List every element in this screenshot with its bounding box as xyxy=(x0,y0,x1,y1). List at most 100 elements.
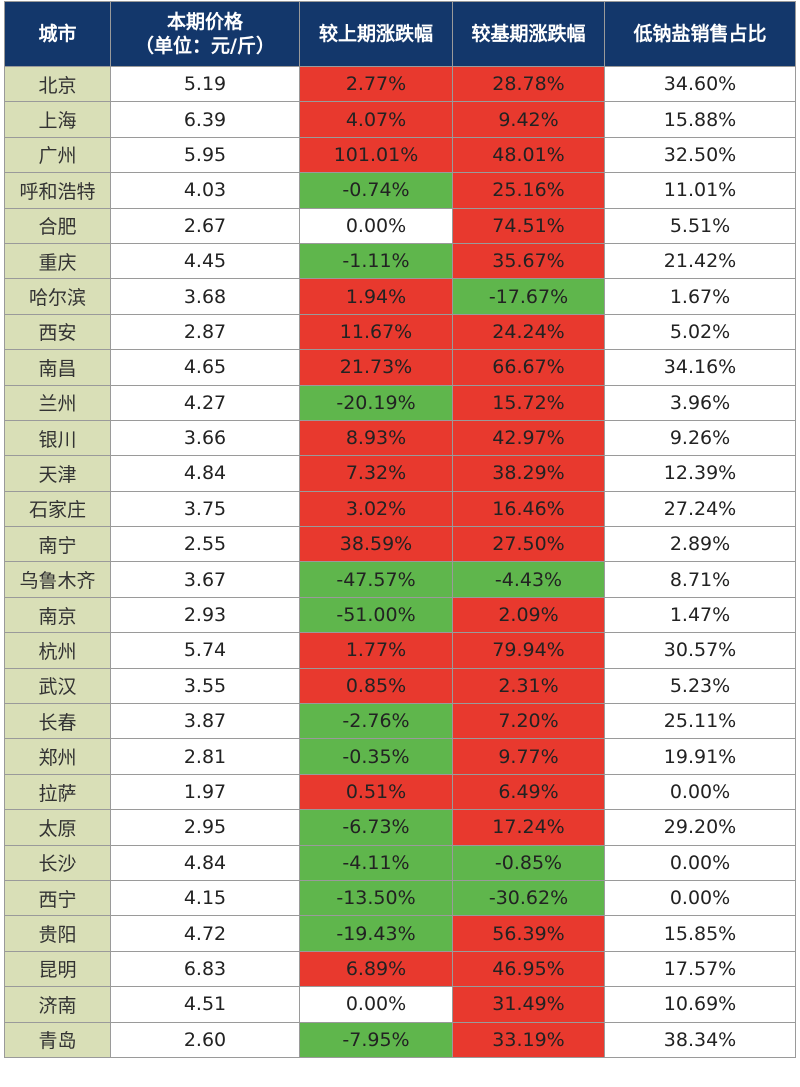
price-cell: 2.67 xyxy=(110,207,300,244)
prev-change-cell: -13.50% xyxy=(299,879,453,917)
header-city: 城市 xyxy=(4,1,111,67)
share-cell: 2.89% xyxy=(604,526,796,563)
share-cell: 25.11% xyxy=(604,703,796,740)
table-row: 兰州 4.27 -20.19% 15.72% 3.96% xyxy=(4,384,796,421)
prev-change-cell: 4.07% xyxy=(299,101,453,138)
prev-change-cell: -0.35% xyxy=(299,738,453,775)
base-change-cell: 25.16% xyxy=(452,172,605,209)
base-change-cell: 42.97% xyxy=(452,419,605,457)
share-cell: 0.00% xyxy=(604,773,796,811)
price-cell: 2.60 xyxy=(110,1021,300,1058)
prev-change-cell: 101.01% xyxy=(299,136,453,174)
table-row: 武汉 3.55 0.85% 2.31% 5.23% xyxy=(4,667,796,705)
table-row: 长沙 4.84 -4.11% -0.85% 0.00% xyxy=(4,844,796,881)
table-row: 拉萨 1.97 0.51% 6.49% 0.00% xyxy=(4,773,796,811)
prev-change-cell: 3.02% xyxy=(299,490,453,528)
prev-change-cell: 6.89% xyxy=(299,950,453,988)
base-change-cell: 33.19% xyxy=(452,1021,605,1058)
prev-change-cell: -47.57% xyxy=(299,561,453,598)
prev-change-cell: -20.19% xyxy=(299,384,453,421)
share-cell: 32.50% xyxy=(604,136,796,174)
share-cell: 11.01% xyxy=(604,172,796,209)
base-change-cell: -4.43% xyxy=(452,561,605,598)
city-cell: 兰州 xyxy=(4,384,111,421)
share-cell: 5.51% xyxy=(604,207,796,244)
prev-change-cell: -51.00% xyxy=(299,596,453,634)
prev-change-cell: -19.43% xyxy=(299,915,453,952)
prev-change-cell: -2.76% xyxy=(299,703,453,740)
base-change-cell: 35.67% xyxy=(452,242,605,280)
table-row: 合肥 2.67 0.00% 74.51% 5.51% xyxy=(4,207,796,244)
base-change-cell: 2.09% xyxy=(452,596,605,634)
base-change-cell: -17.67% xyxy=(452,278,605,315)
prev-change-cell: 0.00% xyxy=(299,207,453,244)
base-change-cell: 48.01% xyxy=(452,136,605,174)
city-cell: 长沙 xyxy=(4,844,111,881)
share-cell: 34.16% xyxy=(604,349,796,386)
table-row: 杭州 5.74 1.77% 79.94% 30.57% xyxy=(4,632,796,669)
header-prev-change: 较上期涨跌幅 xyxy=(299,1,453,67)
price-cell: 4.84 xyxy=(110,455,300,492)
base-change-cell: 27.50% xyxy=(452,526,605,563)
table-row: 太原 2.95 -6.73% 17.24% 29.20% xyxy=(4,809,796,846)
base-change-cell: 9.77% xyxy=(452,738,605,775)
base-change-cell: 15.72% xyxy=(452,384,605,421)
city-cell: 青岛 xyxy=(4,1021,111,1058)
table-row: 重庆 4.45 -1.11% 35.67% 21.42% xyxy=(4,242,796,280)
prev-change-cell: -6.73% xyxy=(299,809,453,846)
base-change-cell: 16.46% xyxy=(452,490,605,528)
base-change-cell: 2.31% xyxy=(452,667,605,705)
city-cell: 石家庄 xyxy=(4,490,111,528)
city-cell: 昆明 xyxy=(4,950,111,988)
table-row: 上海 6.39 4.07% 9.42% 15.88% xyxy=(4,101,796,138)
prev-change-cell: 0.00% xyxy=(299,986,453,1023)
base-change-cell: 9.42% xyxy=(452,101,605,138)
share-cell: 19.91% xyxy=(604,738,796,775)
city-cell: 合肥 xyxy=(4,207,111,244)
share-cell: 27.24% xyxy=(604,490,796,528)
share-cell: 8.71% xyxy=(604,561,796,598)
share-cell: 12.39% xyxy=(604,455,796,492)
share-cell: 34.60% xyxy=(604,65,796,103)
city-cell: 西安 xyxy=(4,313,111,351)
table-row: 哈尔滨 3.68 1.94% -17.67% 1.67% xyxy=(4,278,796,315)
share-cell: 15.85% xyxy=(604,915,796,952)
prev-change-cell: 7.32% xyxy=(299,455,453,492)
price-cell: 5.95 xyxy=(110,136,300,174)
price-cell: 4.84 xyxy=(110,844,300,881)
header-price: 本期价格 （单位：元/斤） xyxy=(110,1,300,67)
prev-change-cell: -7.95% xyxy=(299,1021,453,1058)
price-cell: 4.65 xyxy=(110,349,300,386)
city-cell: 太原 xyxy=(4,809,111,846)
prev-change-cell: 38.59% xyxy=(299,526,453,563)
share-cell: 9.26% xyxy=(604,419,796,457)
prev-change-cell: 1.77% xyxy=(299,632,453,669)
city-cell: 北京 xyxy=(4,65,111,103)
share-cell: 1.47% xyxy=(604,596,796,634)
city-cell: 乌鲁木齐 xyxy=(4,561,111,598)
price-cell: 4.15 xyxy=(110,879,300,917)
share-cell: 1.67% xyxy=(604,278,796,315)
city-cell: 南昌 xyxy=(4,349,111,386)
city-cell: 天津 xyxy=(4,455,111,492)
base-change-cell: -30.62% xyxy=(452,879,605,917)
prev-change-cell: 21.73% xyxy=(299,349,453,386)
price-cell: 2.95 xyxy=(110,809,300,846)
city-cell: 拉萨 xyxy=(4,773,111,811)
salt-price-table: 城市 本期价格 （单位：元/斤） 较上期涨跌幅 较基期涨跌幅 低钠盐销售占比 北… xyxy=(4,1,796,1058)
city-cell: 郑州 xyxy=(4,738,111,775)
price-cell: 3.55 xyxy=(110,667,300,705)
price-cell: 3.67 xyxy=(110,561,300,598)
share-cell: 17.57% xyxy=(604,950,796,988)
table-row: 西安 2.87 11.67% 24.24% 5.02% xyxy=(4,313,796,351)
city-cell: 贵阳 xyxy=(4,915,111,952)
city-cell: 武汉 xyxy=(4,667,111,705)
share-cell: 38.34% xyxy=(604,1021,796,1058)
table-row: 昆明 6.83 6.89% 46.95% 17.57% xyxy=(4,950,796,988)
city-cell: 南京 xyxy=(4,596,111,634)
city-cell: 上海 xyxy=(4,101,111,138)
share-cell: 29.20% xyxy=(604,809,796,846)
share-cell: 30.57% xyxy=(604,632,796,669)
table-row: 呼和浩特 4.03 -0.74% 25.16% 11.01% xyxy=(4,172,796,209)
price-cell: 3.66 xyxy=(110,419,300,457)
